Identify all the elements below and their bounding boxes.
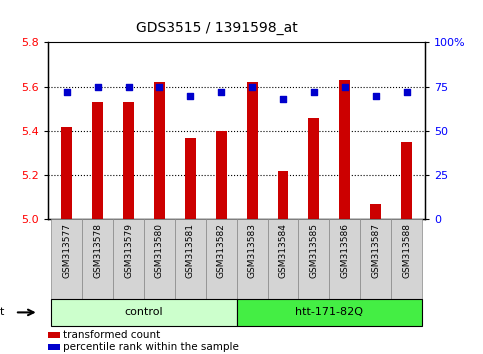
- Point: [125, 84, 132, 90]
- Point: [310, 89, 318, 95]
- Text: GSM313579: GSM313579: [124, 223, 133, 279]
- Text: GSM313584: GSM313584: [279, 223, 287, 278]
- Bar: [237, 219, 268, 299]
- Point: [156, 84, 163, 90]
- Point: [186, 93, 194, 98]
- Text: GSM313577: GSM313577: [62, 223, 71, 279]
- Text: transformed count: transformed count: [63, 330, 161, 340]
- Bar: [113, 219, 144, 299]
- Bar: [51, 299, 237, 326]
- Bar: [237, 299, 422, 326]
- Point: [217, 89, 225, 95]
- Bar: [329, 219, 360, 299]
- Point: [341, 84, 349, 90]
- Bar: [278, 171, 288, 219]
- Bar: [92, 102, 103, 219]
- Text: percentile rank within the sample: percentile rank within the sample: [63, 342, 239, 352]
- Text: GSM313586: GSM313586: [340, 223, 349, 279]
- Bar: [48, 332, 60, 338]
- Bar: [123, 102, 134, 219]
- Point: [94, 84, 101, 90]
- Bar: [340, 80, 350, 219]
- Point: [248, 84, 256, 90]
- Bar: [144, 219, 175, 299]
- Bar: [51, 219, 82, 299]
- Text: GSM313582: GSM313582: [217, 223, 226, 278]
- Bar: [82, 219, 113, 299]
- Point: [403, 89, 411, 95]
- Bar: [175, 219, 206, 299]
- Text: GSM313581: GSM313581: [186, 223, 195, 279]
- Point: [279, 96, 287, 102]
- Bar: [61, 127, 72, 219]
- Bar: [309, 118, 319, 219]
- Bar: [247, 82, 257, 219]
- Bar: [370, 204, 381, 219]
- Text: agent: agent: [0, 307, 5, 318]
- Text: control: control: [125, 307, 163, 318]
- Point: [63, 89, 71, 95]
- Bar: [391, 219, 422, 299]
- Bar: [185, 138, 196, 219]
- Text: GSM313580: GSM313580: [155, 223, 164, 279]
- Text: GSM313587: GSM313587: [371, 223, 380, 279]
- Text: GDS3515 / 1391598_at: GDS3515 / 1391598_at: [137, 21, 298, 35]
- Text: GSM313588: GSM313588: [402, 223, 411, 279]
- Text: htt-171-82Q: htt-171-82Q: [295, 307, 363, 318]
- Text: GSM313583: GSM313583: [248, 223, 256, 279]
- Bar: [360, 219, 391, 299]
- Bar: [154, 82, 165, 219]
- Bar: [298, 219, 329, 299]
- Text: GSM313585: GSM313585: [310, 223, 318, 279]
- Bar: [401, 142, 412, 219]
- Bar: [268, 219, 298, 299]
- Point: [372, 93, 380, 98]
- Text: GSM313578: GSM313578: [93, 223, 102, 279]
- Bar: [206, 219, 237, 299]
- Bar: [216, 131, 227, 219]
- Bar: [48, 344, 60, 350]
